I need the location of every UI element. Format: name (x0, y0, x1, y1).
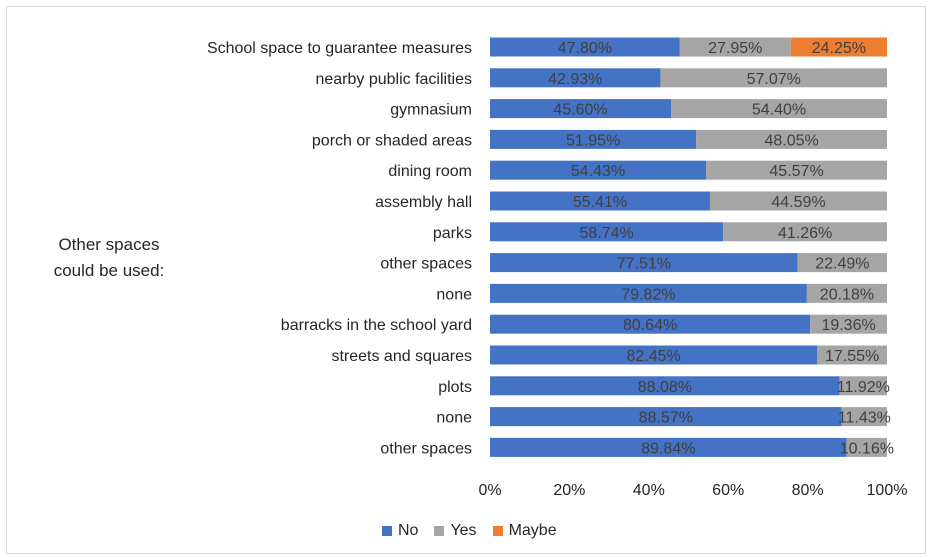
data-label-no: 55.41% (573, 194, 627, 211)
legend-swatch-yes (434, 526, 445, 536)
bar-yes (723, 222, 887, 242)
bar-no (490, 160, 707, 180)
bar-no (490, 191, 710, 211)
bar-yes (660, 68, 887, 88)
category-label: dining room (388, 163, 472, 180)
bar-yes (841, 407, 887, 427)
data-label-yes: 11.43% (838, 410, 891, 427)
category-label: School space to guarantee measures (207, 40, 472, 57)
data-label-no: 45.60% (553, 102, 607, 119)
legend-item-no: No (382, 522, 418, 540)
bar-yes (709, 191, 887, 211)
legend-swatch-no (382, 526, 392, 536)
x-tick-label: 40% (633, 482, 665, 499)
data-label-no: 88.57% (639, 410, 693, 427)
legend-item-yes: Yes (434, 522, 477, 540)
bar-no (490, 99, 672, 119)
bar-no (490, 253, 798, 273)
category-label: gymnasium (390, 102, 472, 119)
data-label-yes: 41.26% (778, 225, 832, 242)
legend-label-no: No (398, 522, 419, 539)
data-label-no: 47.80% (558, 40, 612, 57)
bar-no (490, 222, 724, 242)
category-label: barracks in the school yard (281, 317, 472, 334)
group-label-line-1: Other spaces (58, 235, 160, 254)
data-label-no: 80.64% (623, 317, 677, 334)
bar-no (490, 376, 840, 396)
group-label: Other spaces could be used: (34, 232, 184, 284)
data-label-yes: 27.95% (708, 40, 762, 57)
legend-label-yes: Yes (450, 522, 477, 539)
category-label: other spaces (380, 440, 472, 457)
category-label: streets and squares (331, 348, 472, 365)
data-label-yes: 11.92% (837, 379, 890, 396)
data-label-yes: 57.07% (747, 71, 801, 88)
legend: No Yes Maybe (382, 522, 557, 540)
category-label: assembly hall (375, 194, 472, 211)
data-label-yes: 20.18% (820, 286, 874, 303)
legend-item-maybe: Maybe (492, 522, 557, 540)
legend-label-maybe: Maybe (508, 522, 557, 539)
legend-swatch-maybe (492, 526, 503, 536)
data-label-no: 51.95% (566, 132, 620, 149)
bar-yes (839, 376, 887, 396)
category-label: plots (438, 379, 472, 396)
bar-no (490, 68, 661, 88)
x-tick-label: 60% (712, 482, 744, 499)
category-label: none (436, 410, 472, 427)
bar-yes (806, 283, 887, 303)
bar-no (490, 437, 847, 457)
data-label-yes: 10.16% (840, 440, 894, 457)
x-tick-label: 20% (553, 482, 585, 499)
bar-no (490, 283, 807, 303)
bar-maybe (790, 37, 887, 57)
data-label-yes: 48.05% (764, 132, 818, 149)
bar-yes (671, 99, 887, 119)
data-label-no: 42.93% (548, 71, 602, 88)
data-label-yes: 19.36% (821, 317, 875, 334)
data-label-yes: 17.55% (825, 348, 879, 365)
data-label-yes: 22.49% (815, 256, 869, 273)
data-label-no: 54.43% (571, 163, 625, 180)
data-label-no: 89.84% (641, 440, 695, 457)
x-tick-label: 100% (867, 482, 908, 499)
bar-yes (706, 160, 887, 180)
data-label-yes: 45.57% (769, 163, 823, 180)
data-label-maybe: 24.25% (812, 40, 866, 57)
category-label: nearby public facilities (315, 71, 472, 88)
chart-frame (6, 6, 926, 554)
data-label-no: 77.51% (617, 256, 671, 273)
group-label-line-2: could be used: (53, 261, 165, 280)
data-label-yes: 44.59% (771, 194, 825, 211)
category-label: other spaces (380, 256, 472, 273)
x-tick-label: 0% (478, 482, 501, 499)
bar-yes (817, 345, 887, 365)
bar-yes (696, 129, 887, 149)
bar-no (490, 314, 811, 334)
bar-yes (797, 253, 887, 273)
bar-no (490, 129, 697, 149)
bar-yes (810, 314, 887, 334)
data-label-no: 58.74% (579, 225, 633, 242)
bar-no (490, 345, 818, 365)
data-label-no: 82.45% (627, 348, 681, 365)
data-label-no: 79.82% (621, 286, 675, 303)
category-label: porch or shaded areas (312, 132, 472, 149)
x-tick-label: 80% (792, 482, 824, 499)
bar-no (490, 37, 680, 57)
category-label: none (436, 286, 472, 303)
data-label-yes: 54.40% (752, 102, 806, 119)
bar-no (490, 407, 842, 427)
category-label: parks (433, 225, 472, 242)
data-label-no: 88.08% (638, 379, 692, 396)
bar-yes (846, 437, 887, 457)
bar-yes (679, 37, 791, 57)
